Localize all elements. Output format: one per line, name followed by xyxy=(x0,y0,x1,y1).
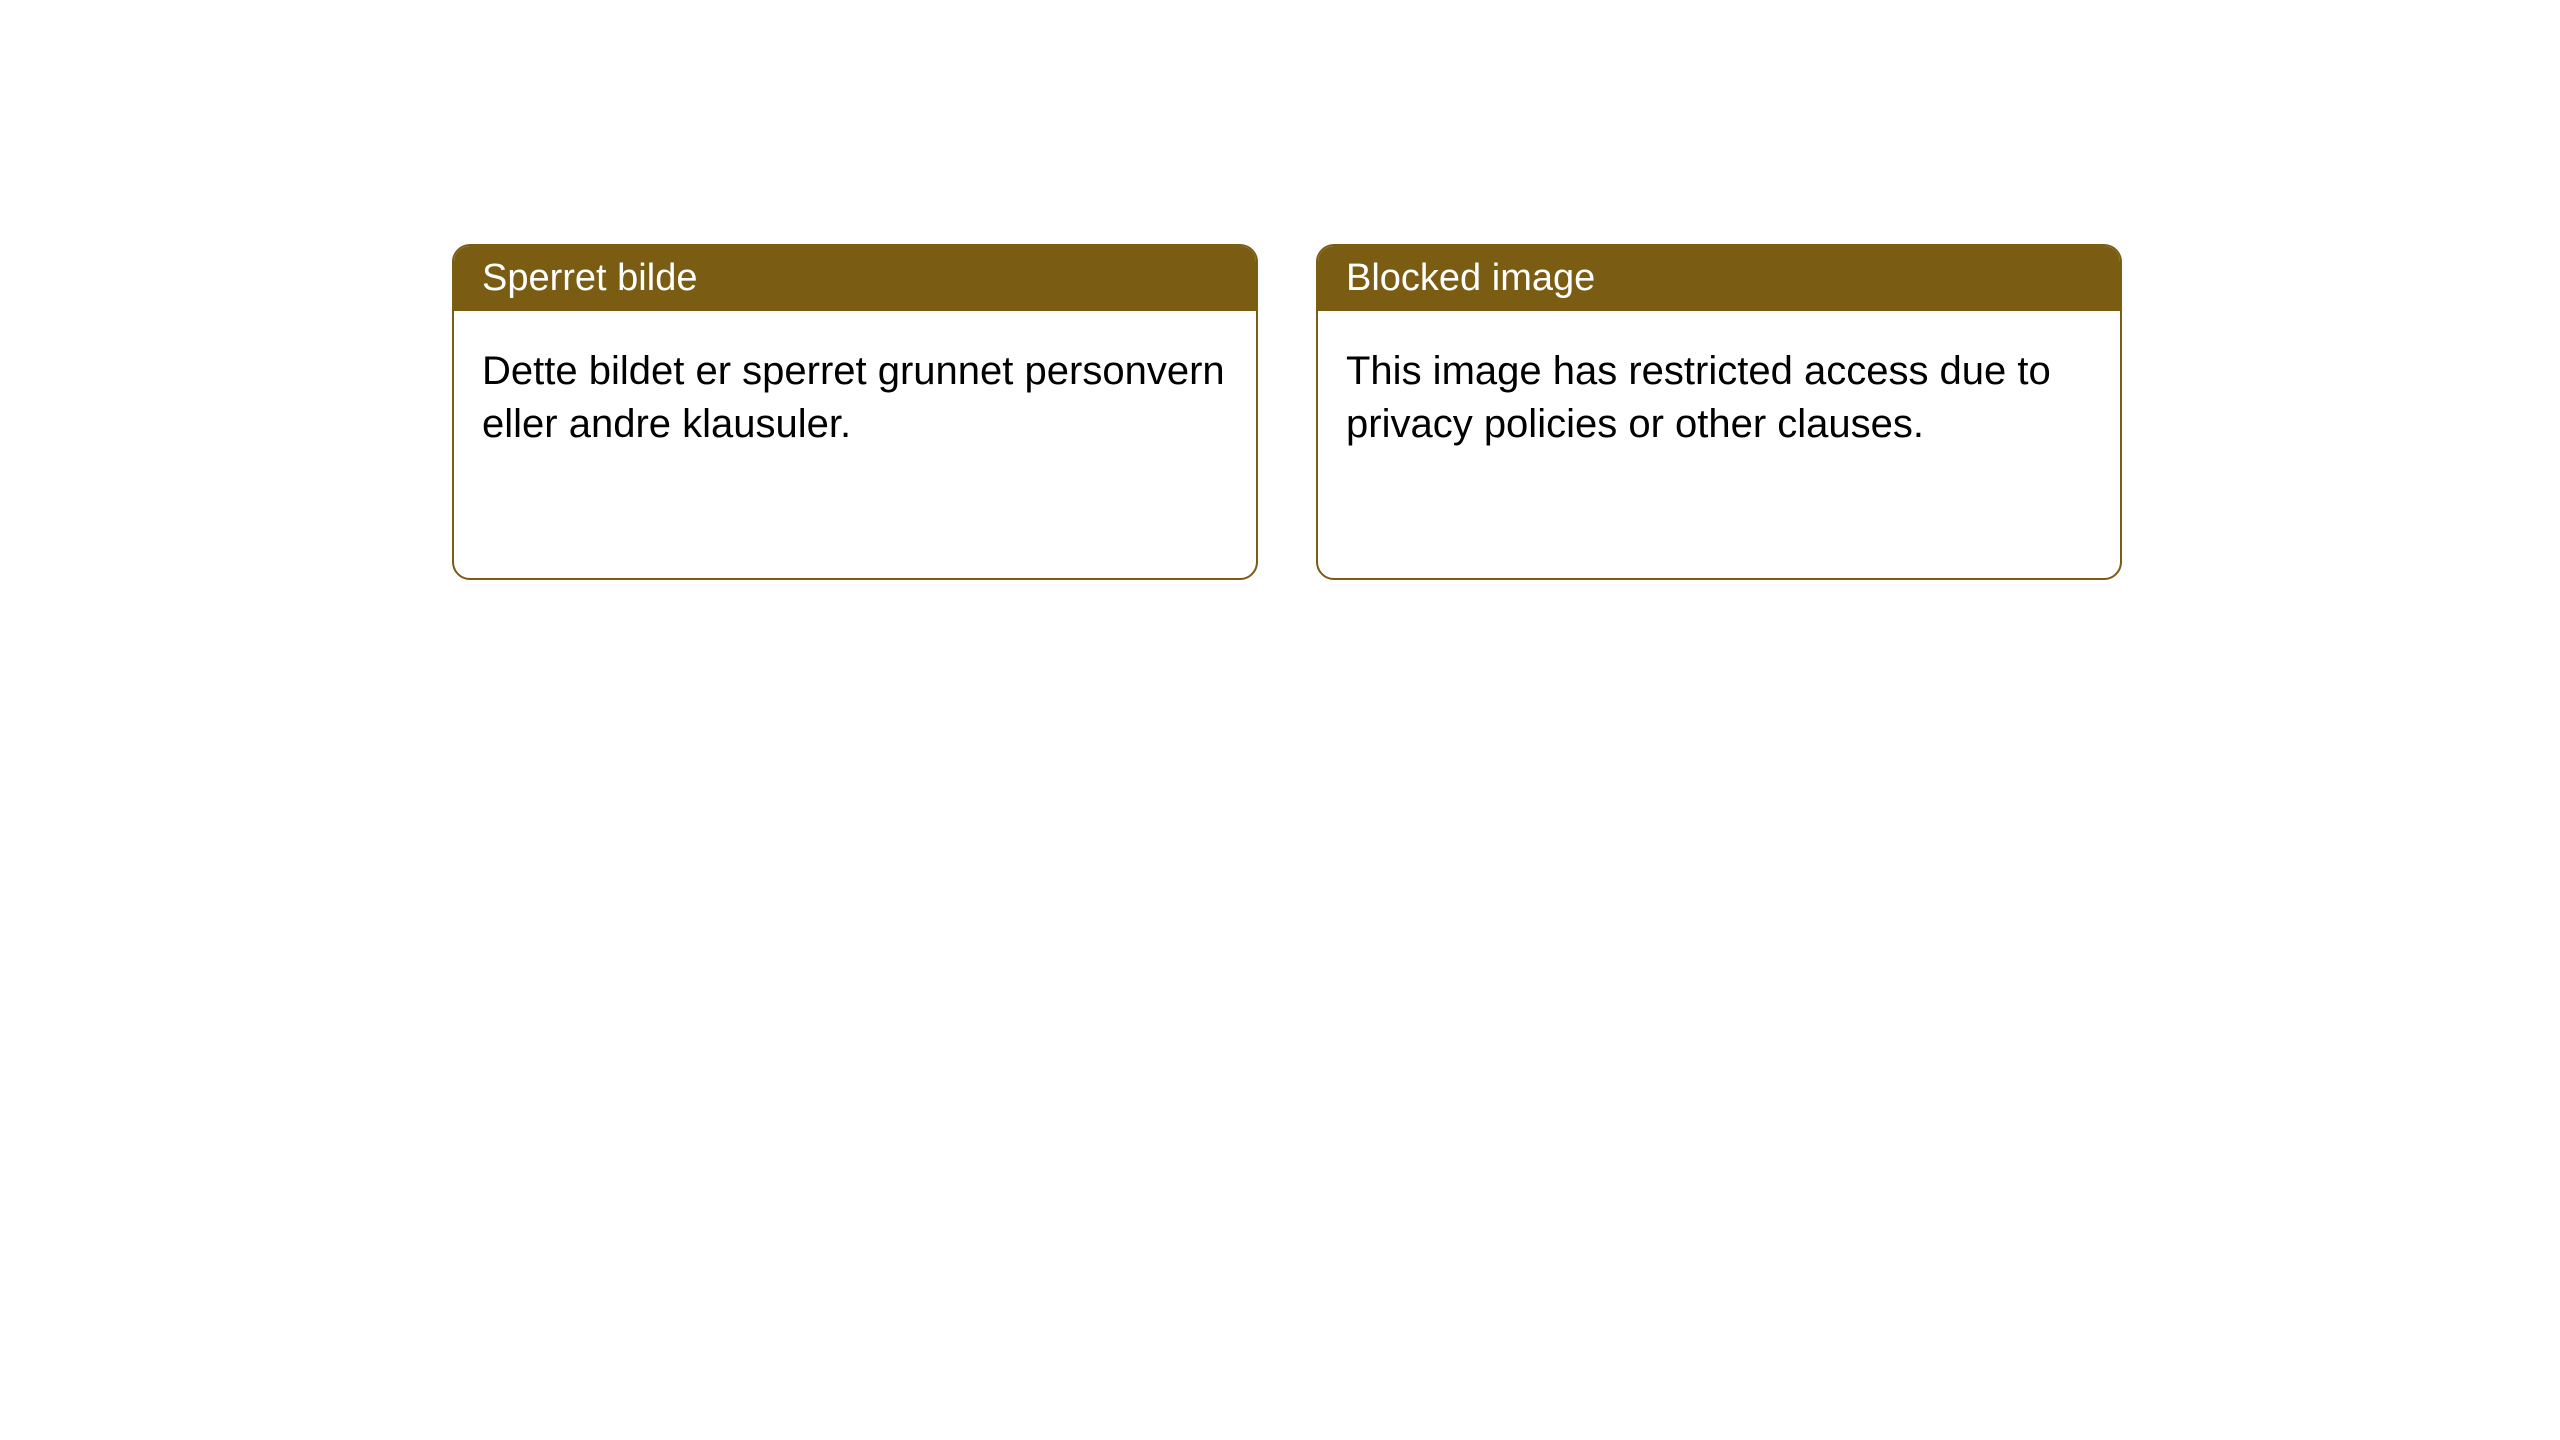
notice-body-text: Dette bildet er sperret grunnet personve… xyxy=(482,349,1225,446)
notice-header: Blocked image xyxy=(1318,246,2120,311)
notice-cards-container: Sperret bilde Dette bildet er sperret gr… xyxy=(0,0,2560,580)
notice-card-english: Blocked image This image has restricted … xyxy=(1316,244,2122,580)
notice-title: Blocked image xyxy=(1346,257,1595,299)
notice-header: Sperret bilde xyxy=(454,246,1256,311)
notice-body-text: This image has restricted access due to … xyxy=(1346,349,2051,446)
notice-title: Sperret bilde xyxy=(482,257,697,299)
notice-body: Dette bildet er sperret grunnet personve… xyxy=(454,311,1256,485)
notice-body: This image has restricted access due to … xyxy=(1318,311,2120,485)
notice-card-norwegian: Sperret bilde Dette bildet er sperret gr… xyxy=(452,244,1258,580)
